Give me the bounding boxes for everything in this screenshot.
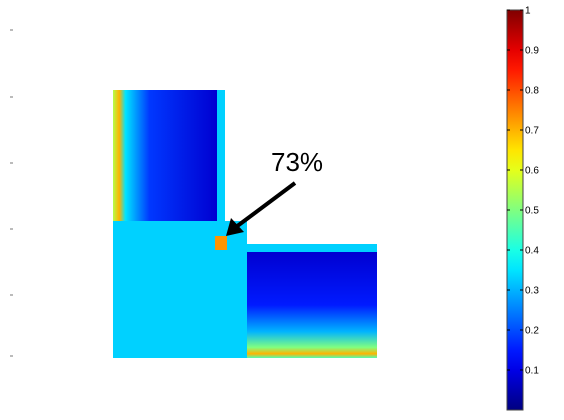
heatmap-boundary-strip	[217, 90, 225, 252]
heatmap-hotspot	[215, 236, 227, 250]
colorbar-tick-label: 0.4	[525, 246, 539, 257]
heatmap-region-horizontal-arm	[247, 252, 377, 358]
colorbar-tick-label: 0.5	[525, 206, 539, 217]
colorbar-tick-label: 0.8	[525, 86, 539, 97]
heatmap-domain	[113, 90, 377, 358]
heatmap-boundary-strip	[225, 244, 377, 252]
colorbar: 0.1 0.2 0.3 0.4 0.5 0.6 0.7 0.8 0.9 1	[506, 6, 539, 411]
colorbar-tick-label: 0.7	[525, 126, 539, 137]
annotation-arrow	[226, 181, 297, 236]
colorbar-tick-label: 1	[525, 6, 531, 17]
heatmap-region-vertical-arm	[113, 90, 217, 221]
colorbar-tick-label: 0.3	[525, 286, 539, 297]
colorbar-tick-label: 0.6	[525, 166, 539, 177]
left-axis-ticks	[10, 29, 13, 357]
colorbar-tick-label: 0.2	[525, 326, 539, 337]
annotation-label: 73%	[271, 147, 323, 177]
colorbar-tick-label: 0.9	[525, 46, 539, 57]
colorbar-tick-label: 0.1	[525, 366, 539, 377]
